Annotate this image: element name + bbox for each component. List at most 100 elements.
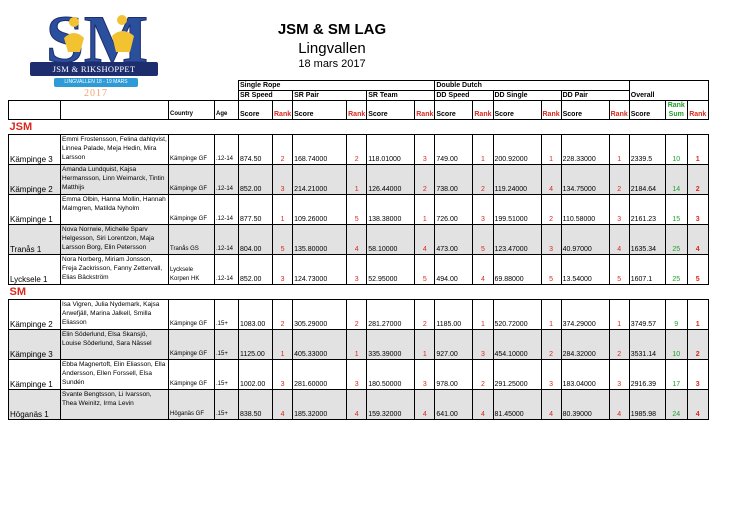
rank-sum: 14 xyxy=(664,164,688,195)
rank-sum: 24 xyxy=(664,389,688,420)
rank-sum: 10 xyxy=(664,329,688,360)
sr-pair-rank: 4 xyxy=(346,389,368,420)
team-members: Svante Bengtsson, Li Ivarsson, Thea Wein… xyxy=(60,389,169,420)
dd-pair-rank: 4 xyxy=(608,224,630,255)
sr-team-rank: 5 xyxy=(414,254,436,285)
dd-single-score: 69.88000 xyxy=(492,254,542,285)
sr-pair-score: 405.33000 xyxy=(292,329,348,360)
team-name: Kämpinge 1 xyxy=(8,194,61,225)
section-label: SM xyxy=(9,286,27,298)
dd-single-header: DD Single xyxy=(492,90,562,101)
team-name: Lycksele 1 xyxy=(8,254,61,285)
sr-team-rank: 2 xyxy=(414,299,436,330)
sr-pair-rank: 1 xyxy=(346,329,368,360)
score-header: Score xyxy=(492,100,542,120)
overall-score: 1985.98 xyxy=(628,389,666,420)
sr-speed-score: 1002.00 xyxy=(238,359,273,390)
dd-speed-score: 473.00 xyxy=(434,224,474,255)
sr-pair-header: SR Pair xyxy=(292,90,368,101)
club-name: Tranås GS xyxy=(168,224,215,255)
dd-pair-score: 80.39000 xyxy=(560,389,610,420)
club-name: Kämpinge GF xyxy=(168,164,215,195)
dd-single-score: 123.47000 xyxy=(492,224,542,255)
dd-speed-rank: 4 xyxy=(472,254,494,285)
final-rank: 1 xyxy=(686,134,709,165)
final-rank: 3 xyxy=(686,359,709,390)
sr-team-score: 138.38000 xyxy=(366,194,416,225)
rank-header: Rank xyxy=(414,100,436,120)
single-rope-group: Single Rope xyxy=(237,80,436,91)
logo-year: 2017 xyxy=(84,88,108,99)
results-table: Single Rope Double Dutch SR Speed SR Pai… xyxy=(8,80,709,420)
dd-speed-rank: 5 xyxy=(472,224,494,255)
section-label: JSM xyxy=(9,121,33,133)
age-class: .15+ xyxy=(214,389,239,420)
rank-sum: 15 xyxy=(664,194,688,225)
dd-speed-score: 494.00 xyxy=(434,254,474,285)
event-date: 18 mars 2017 xyxy=(298,58,366,70)
final-rank: 1 xyxy=(686,299,709,330)
sr-pair-rank: 3 xyxy=(346,254,368,285)
dd-pair-score: 228.33000 xyxy=(560,134,610,165)
sr-pair-score: 168.74000 xyxy=(292,134,348,165)
rank-sum-header: Rank Sum xyxy=(664,100,688,120)
team-members: Ebba Magnertoft, Elin Eliasson, Ella And… xyxy=(60,359,169,390)
dd-single-rank: 2 xyxy=(540,329,562,360)
dd-speed-rank: 1 xyxy=(472,134,494,165)
dd-speed-score: 1185.00 xyxy=(434,299,474,330)
dd-pair-rank: 1 xyxy=(608,134,630,165)
team-members: Emma Olbin, Hanna Mollin, Hannah Malmgre… xyxy=(60,194,169,225)
sr-speed-rank: 4 xyxy=(271,389,294,420)
sr-pair-rank: 2 xyxy=(346,134,368,165)
rank-header: Rank xyxy=(540,100,562,120)
sr-pair-rank: 1 xyxy=(346,164,368,195)
team-name: Kämpinge 2 xyxy=(8,299,61,330)
rank-header: Rank xyxy=(608,100,630,120)
overall-score: 3749.57 xyxy=(628,299,666,330)
final-rank: 4 xyxy=(686,389,709,420)
table-row: Höganäs 1 Svante Bengtsson, Li Ivarsson, … xyxy=(8,389,709,420)
age-class: .12-14 xyxy=(214,254,239,285)
dd-single-score: 291.25000 xyxy=(492,359,542,390)
sr-speed-rank: 1 xyxy=(271,194,294,225)
club-name: Lycksele Korpen HK xyxy=(168,254,215,285)
team-name: Kämpinge 1 xyxy=(8,359,61,390)
final-rank: 4 xyxy=(686,224,709,255)
dd-pair-rank: 3 xyxy=(608,194,630,225)
dd-single-rank: 3 xyxy=(540,359,562,390)
team-name: Kämpinge 3 xyxy=(8,134,61,165)
dd-speed-score: 726.00 xyxy=(434,194,474,225)
sr-speed-rank: 3 xyxy=(271,164,294,195)
dd-pair-rank: 1 xyxy=(608,299,630,330)
sr-team-score: 118.01000 xyxy=(366,134,416,165)
dd-speed-rank: 1 xyxy=(472,299,494,330)
dd-single-score: 81.45000 xyxy=(492,389,542,420)
score-header: Score xyxy=(238,100,273,120)
table-row: Kämpinge 3 Emmi Frostensson, Felina dahlq… xyxy=(8,134,709,165)
rank-sum: 10 xyxy=(664,134,688,165)
sr-speed-score: 1083.00 xyxy=(238,299,273,330)
page-title: JSM & SM LAG xyxy=(277,21,387,38)
dd-speed-rank: 4 xyxy=(472,389,494,420)
dd-speed-rank: 3 xyxy=(472,194,494,225)
sr-speed-rank: 3 xyxy=(271,254,294,285)
dd-single-score: 454.10000 xyxy=(492,329,542,360)
sr-team-rank: 1 xyxy=(414,194,436,225)
sr-pair-rank: 2 xyxy=(346,299,368,330)
logo-ribbon: LINGVALLEN 18 - 19 MARS xyxy=(54,78,138,87)
overall-score: 2339.5 xyxy=(628,134,666,165)
section-row: JSM xyxy=(9,120,709,135)
sr-pair-rank: 5 xyxy=(346,194,368,225)
event-header-row: SR Speed SR Pair SR Team DD Speed DD Sin… xyxy=(9,90,709,101)
column-header-row: Country Age Score Rank Score Rank Score … xyxy=(8,100,709,120)
sr-speed-score: 838.50 xyxy=(238,389,273,420)
overall-score: 1635.34 xyxy=(628,224,666,255)
sr-speed-rank: 2 xyxy=(271,134,294,165)
team-members: Amanda Lundquist, Kajsa Hermansson, Linn… xyxy=(60,164,169,195)
table-row: Kämpinge 1 Emma Olbin, Hanna Mollin, Hann… xyxy=(8,194,709,225)
dd-pair-score: 110.58000 xyxy=(560,194,610,225)
table-row: Kämpinge 2 Isa Vigren, Julia Nydemark, Ka… xyxy=(8,299,709,330)
team-members: Elin Söderlund, Elsa Skansjö, Louise Söd… xyxy=(60,329,169,360)
dd-single-rank: 1 xyxy=(540,299,562,330)
team-members: Isa Vigren, Julia Nydemark, Kajsa Arwefj… xyxy=(60,299,169,330)
